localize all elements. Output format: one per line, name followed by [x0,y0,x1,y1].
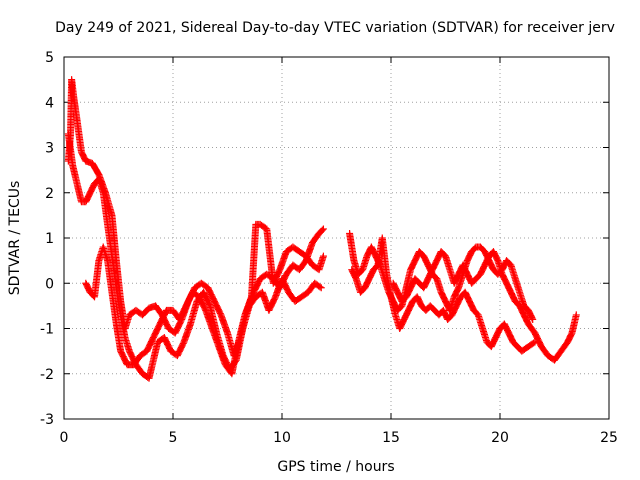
axis-ticks: 0 5 10 15 20 25 -3 -2 -1 0 1 2 3 4 5 [40,50,618,446]
y-tick-label: 1 [45,231,54,247]
y-tick-label: 3 [45,141,54,157]
x-tick-label: 25 [600,430,618,446]
y-tick-label: -2 [40,367,54,383]
chart-title: Day 249 of 2021, Sidereal Day-to-day VTE… [55,20,615,36]
data-point-cluster [346,231,536,322]
x-tick-label: 15 [382,430,400,446]
x-tick-label: 0 [60,430,69,446]
gridlines [64,57,609,419]
data-point-cluster [82,220,327,376]
data-point-cluster [390,249,580,363]
y-tick-label: -3 [40,412,54,428]
series-trace-c [82,220,327,378]
series-trace-e [348,234,539,355]
plot-frame [63,56,610,420]
y-tick-label: 2 [45,186,54,202]
series-trace-f [389,248,580,364]
x-tick-label: 20 [491,430,509,446]
x-axis-label: GPS time / hours [277,459,394,475]
y-tick-label: 4 [45,95,54,111]
y-tick-label: -1 [40,322,54,338]
y-axis-label: SDTVAR / TECUs [7,181,23,296]
data-marks [64,76,580,382]
y-tick-label: 5 [45,50,54,66]
series-trace-d [346,229,537,323]
y-tick-label: 0 [45,276,54,292]
data-point-cluster [348,236,538,354]
x-tick-label: 10 [273,430,291,446]
x-tick-label: 5 [169,430,178,446]
